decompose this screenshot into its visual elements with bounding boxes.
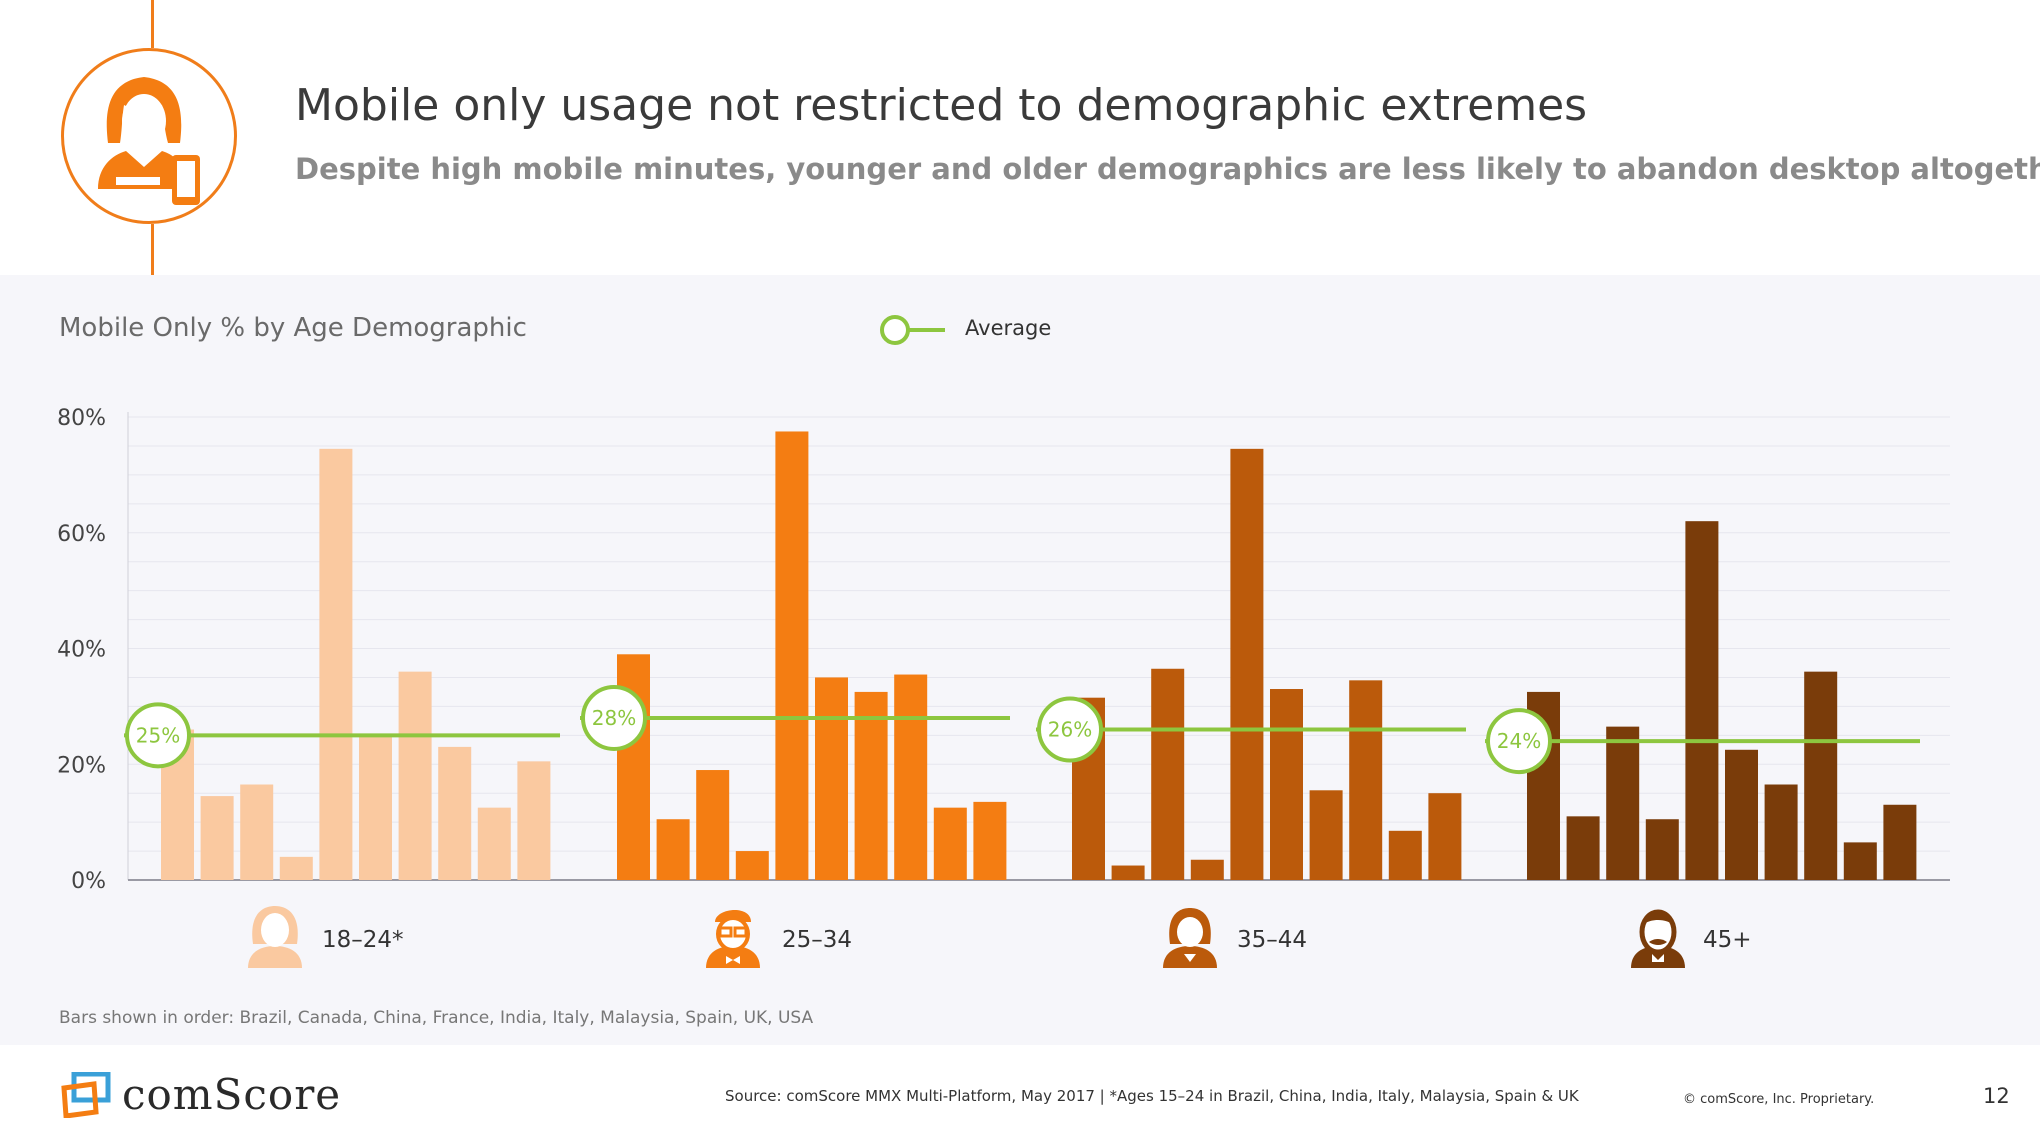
chart-title: Mobile Only % by Age Demographic bbox=[59, 313, 527, 343]
page-number: 12 bbox=[1983, 1084, 2010, 1108]
chart-footnote: Bars shown in order: Brazil, Canada, Chi… bbox=[59, 1008, 814, 1028]
bar-45+-Italy bbox=[1725, 749, 1758, 880]
man-mustache-icon bbox=[1631, 909, 1685, 968]
y-tick-label: 60% bbox=[57, 522, 106, 547]
average-badge bbox=[125, 702, 191, 769]
bar-25–34-Italy bbox=[815, 677, 848, 880]
woman-icon bbox=[1163, 908, 1217, 968]
bar-35–44-Italy bbox=[1270, 689, 1303, 880]
group-label: 35–44 bbox=[1237, 927, 1307, 953]
bar-35–44-Malaysia bbox=[1309, 790, 1343, 880]
icon-shoulders bbox=[248, 946, 302, 968]
average-label: 28% bbox=[592, 706, 636, 730]
average-badge bbox=[1037, 696, 1103, 763]
bar-35–44-Spain bbox=[1349, 680, 1383, 880]
bar-35–44-India bbox=[1230, 448, 1264, 880]
group-label: 45+ bbox=[1703, 927, 1752, 953]
bar-45+-Spain bbox=[1804, 671, 1838, 880]
average-label: 26% bbox=[1048, 718, 1092, 742]
bar-25–34-France bbox=[735, 851, 769, 880]
bar-25–34-USA bbox=[973, 801, 1007, 880]
y-tick-label: 0% bbox=[71, 869, 106, 894]
bar-35–44-Canada bbox=[1111, 865, 1145, 880]
comscore-logo-icon bbox=[61, 1072, 111, 1118]
icon-collar bbox=[1184, 954, 1196, 962]
icon-collar bbox=[1652, 954, 1664, 962]
icon-face bbox=[716, 916, 750, 952]
page-subtitle: Despite high mobile minutes, younger and… bbox=[295, 152, 2040, 186]
average-label: 25% bbox=[136, 723, 180, 747]
bar-25–34-Malaysia bbox=[854, 691, 888, 880]
y-tick-label: 40% bbox=[57, 638, 106, 663]
bar-18–24*-Malaysia bbox=[398, 671, 432, 880]
icon-hair bbox=[1642, 911, 1674, 926]
header-icon-circle bbox=[61, 48, 237, 224]
legend-average-label: Average bbox=[965, 316, 1052, 340]
man-glasses-icon bbox=[706, 909, 760, 968]
average-badge bbox=[581, 684, 647, 751]
bar-35–44-USA bbox=[1428, 793, 1462, 880]
page-title: Mobile only usage not restricted to demo… bbox=[295, 80, 1588, 131]
icon-shoulders bbox=[1631, 946, 1685, 968]
bar-45+-China bbox=[1606, 726, 1640, 880]
icon-face bbox=[1177, 917, 1203, 947]
average-badge bbox=[1486, 708, 1552, 775]
young-woman-icon bbox=[248, 906, 302, 968]
copyright: © comScore, Inc. Proprietary. bbox=[1683, 1092, 1875, 1107]
woman-mobile-icon bbox=[98, 77, 200, 205]
bar-25–34-Spain bbox=[894, 674, 928, 880]
bar-18–24*-China bbox=[240, 784, 274, 880]
bar-45+-Malaysia bbox=[1764, 784, 1798, 880]
brand-name: comScore bbox=[122, 1070, 342, 1119]
bar-35–44-France bbox=[1190, 859, 1224, 880]
group-label: 18–24* bbox=[322, 927, 404, 953]
bar-18–24*-Italy bbox=[359, 735, 392, 880]
icon-face bbox=[261, 913, 289, 947]
average-label: 24% bbox=[1497, 729, 1541, 753]
icon-glasses-right bbox=[733, 926, 748, 938]
bar-18–24*-USA bbox=[517, 761, 551, 880]
header-accent-line-top bbox=[151, 0, 154, 48]
icon-bowtie bbox=[726, 956, 740, 964]
icon-mustache bbox=[1649, 939, 1667, 945]
y-tick-label: 20% bbox=[57, 753, 106, 778]
legend-average-marker bbox=[880, 315, 945, 345]
bar-25–34-India bbox=[775, 431, 809, 880]
bar-45+-UK bbox=[1843, 842, 1877, 880]
icon-shoulders bbox=[706, 946, 760, 968]
source-note: Source: comScore MMX Multi-Platform, May… bbox=[725, 1087, 1579, 1105]
group-label: 25–34 bbox=[782, 927, 852, 953]
bar-25–34-UK bbox=[933, 807, 967, 880]
bar-35–44-China bbox=[1151, 668, 1185, 880]
bar-18–24*-Canada bbox=[200, 796, 234, 880]
icon-glasses-left bbox=[718, 926, 733, 938]
bar-45+-USA bbox=[1883, 804, 1917, 880]
bar-45+-France bbox=[1645, 819, 1679, 880]
y-tick-label: 80% bbox=[57, 406, 106, 431]
bar-45+-Canada bbox=[1566, 816, 1600, 880]
bar-25–34-China bbox=[696, 770, 730, 880]
bar-25–34-Canada bbox=[656, 819, 690, 880]
bar-18–24*-India bbox=[319, 448, 353, 880]
bar-18–24*-France bbox=[279, 856, 313, 880]
bar-18–24*-Spain bbox=[438, 746, 472, 880]
bar-35–44-UK bbox=[1388, 830, 1422, 880]
header-accent-line-bottom bbox=[151, 224, 154, 275]
bar-18–24*-UK bbox=[477, 807, 511, 880]
bar-45+-India bbox=[1685, 521, 1719, 880]
